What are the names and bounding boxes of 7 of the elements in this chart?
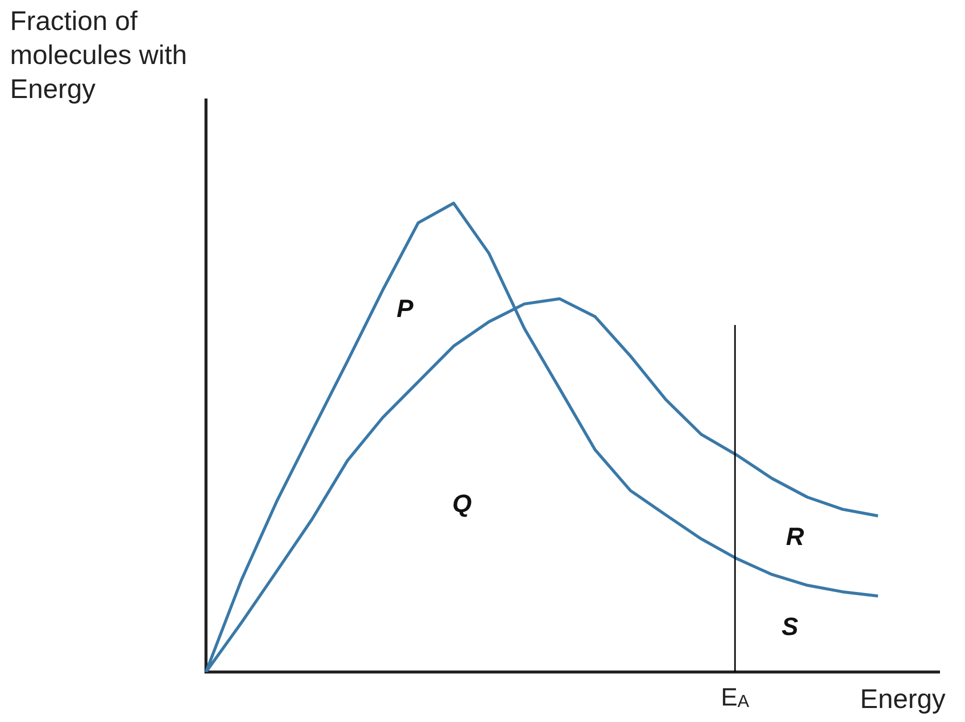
x-axis-title: Energy bbox=[860, 684, 946, 715]
y-axis-title: Fraction of molecules with Energy bbox=[10, 5, 188, 106]
annotation: Q bbox=[452, 490, 472, 518]
text: EA bbox=[720, 683, 750, 712]
annotation: P bbox=[396, 294, 414, 323]
annotation: R bbox=[786, 522, 804, 551]
annotation: S bbox=[782, 612, 799, 641]
